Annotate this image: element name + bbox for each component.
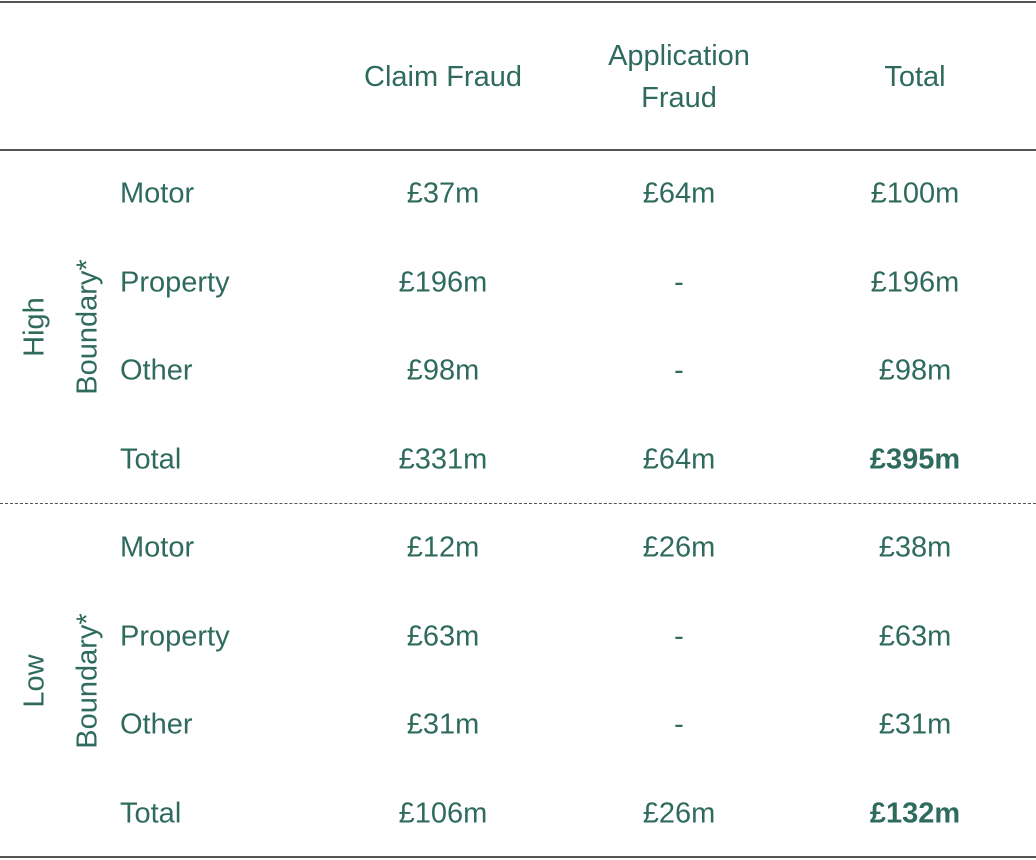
value-cell: £196m bbox=[870, 266, 960, 299]
value-cell: £37m bbox=[406, 177, 480, 210]
top-rule bbox=[0, 1, 1036, 3]
value-cell: £132m bbox=[869, 797, 961, 830]
value-cell: - bbox=[674, 266, 684, 299]
group-label: High bbox=[18, 297, 51, 357]
value-cell: - bbox=[674, 708, 684, 741]
value-cell: £31m bbox=[878, 708, 952, 741]
group-label: Boundary* bbox=[71, 613, 104, 749]
value-cell: £64m bbox=[642, 177, 716, 210]
value-cell: £106m bbox=[398, 797, 488, 830]
row-label: Motor bbox=[120, 531, 195, 564]
row-label: Motor bbox=[120, 177, 195, 210]
value-cell: £100m bbox=[870, 177, 960, 210]
column-header: Claim Fraud bbox=[364, 60, 522, 93]
row-label: Total bbox=[120, 443, 182, 476]
row-label: Total bbox=[120, 797, 182, 830]
group-label: Low bbox=[18, 654, 51, 708]
value-cell: £26m bbox=[642, 531, 716, 564]
header-rule bbox=[0, 149, 1036, 151]
column-header: Total bbox=[884, 60, 946, 93]
row-label: Property bbox=[120, 620, 230, 653]
row-label: Other bbox=[120, 708, 193, 741]
value-cell: £63m bbox=[878, 620, 952, 653]
value-cell: £26m bbox=[642, 797, 716, 830]
value-cell: £98m bbox=[406, 354, 480, 387]
value-cell: £196m bbox=[398, 266, 488, 299]
value-cell: £31m bbox=[406, 708, 480, 741]
group-divider bbox=[0, 503, 1036, 504]
value-cell: - bbox=[674, 354, 684, 387]
value-cell: £12m bbox=[406, 531, 480, 564]
value-cell: £63m bbox=[406, 620, 480, 653]
group-label: Boundary* bbox=[71, 259, 104, 395]
bottom-rule bbox=[0, 856, 1036, 858]
column-header: Application Fraud bbox=[608, 39, 750, 114]
value-cell: £98m bbox=[878, 354, 952, 387]
row-label: Property bbox=[120, 266, 230, 299]
value-cell: £331m bbox=[398, 443, 488, 476]
value-cell: £64m bbox=[642, 443, 716, 476]
value-cell: - bbox=[674, 620, 684, 653]
value-cell: £38m bbox=[878, 531, 952, 564]
row-label: Other bbox=[120, 354, 193, 387]
value-cell: £395m bbox=[869, 443, 961, 476]
